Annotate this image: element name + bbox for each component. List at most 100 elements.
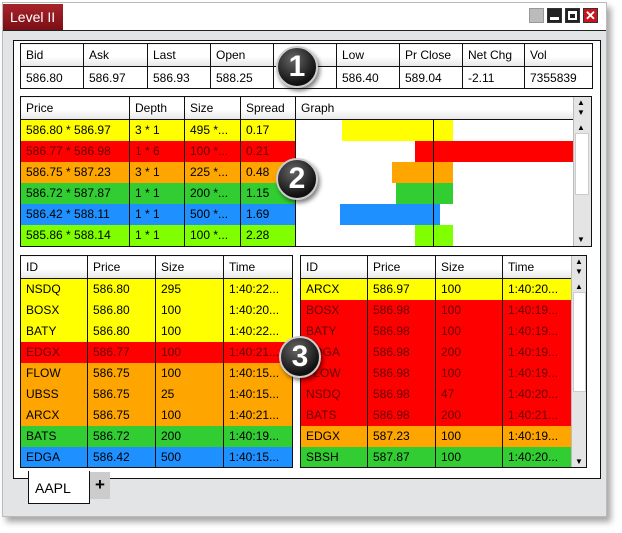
book-row[interactable]: 586.75 * 587.23 3 * 1 225 *... 0.48 — [20, 161, 574, 183]
bids-row[interactable]: BOSX 586.80 100 1:40:20... — [21, 299, 292, 321]
asks-header[interactable]: ID — [301, 256, 368, 279]
quote-value: 589.04 — [399, 66, 463, 89]
bids-row[interactable]: EDGX 586.77 100 1:40:21... — [21, 341, 292, 363]
graph-midline — [433, 224, 435, 246]
bids-id: EDGX — [21, 341, 88, 363]
book-depth: 1 * 1 — [129, 203, 185, 225]
graph-bar — [395, 182, 453, 204]
asks-row[interactable]: EDGA 586.98 200 1:40:19... — [301, 341, 573, 363]
bids-row[interactable]: EDGA 586.42 500 1:40:15... — [21, 446, 292, 467]
book-depth: 1 * 6 — [129, 140, 185, 162]
bids-row[interactable]: FLOW 586.75 100 1:40:15... — [21, 362, 292, 384]
book-size: 100 *... — [184, 224, 241, 246]
graph-midline — [433, 182, 435, 204]
asks-size: 47 — [435, 383, 503, 405]
book-row[interactable]: 586.80 * 586.97 3 * 1 495 *... 0.17 — [20, 119, 574, 141]
bids-id: ARCX — [21, 404, 88, 426]
book-size: 225 *... — [184, 161, 241, 183]
quote-header[interactable]: Pr Close — [399, 43, 463, 67]
book-size: 500 *... — [184, 203, 241, 225]
book-graph-cell — [295, 119, 574, 141]
asks-scrollbar[interactable]: ▲ ▼ ▲ ▼ — [571, 256, 586, 467]
asks-row[interactable]: BOSX 586.98 100 1:40:19... — [301, 299, 573, 321]
quote-header[interactable]: Open — [210, 43, 274, 67]
asks-row[interactable]: EDGX 587.23 100 1:40:19... — [301, 425, 573, 447]
quote-header[interactable]: Ask — [83, 43, 148, 67]
book-header[interactable]: Price — [20, 96, 130, 120]
book-graph-cell — [295, 182, 574, 204]
scroll-thumb[interactable] — [575, 133, 589, 195]
scroll-down-icon[interactable]: ▼ — [575, 267, 583, 276]
scroll-up-icon[interactable]: ▲ — [577, 123, 585, 132]
asks-row[interactable]: BATS 586.98 200 1:40:21... — [301, 404, 573, 426]
asks-row[interactable]: ARCX 586.97 100 1:40:20... — [301, 278, 573, 300]
book-header[interactable]: Spread — [240, 96, 296, 120]
scroll-up-icon[interactable]: ▲ — [577, 98, 585, 107]
asks-id: BOSX — [301, 299, 368, 321]
restore-button[interactable] — [529, 8, 544, 23]
bids-row[interactable]: UBSS 586.75 25 1:40:15... — [21, 383, 292, 405]
bids-header[interactable]: Time — [223, 256, 292, 279]
asks-time: 1:40:19... — [502, 425, 573, 447]
bids-price: 586.80 — [87, 299, 156, 321]
scroll-up-icon[interactable]: ▲ — [575, 282, 583, 291]
book-header[interactable]: Depth — [129, 96, 185, 120]
asks-row[interactable]: SBSH 587.87 100 1:40:20... — [301, 446, 573, 467]
bids-time: 1:40:15... — [223, 446, 292, 467]
asks-time: 1:40:19... — [502, 299, 573, 321]
asks-header[interactable]: Price — [367, 256, 436, 279]
asks-size: 100 — [435, 425, 503, 447]
scroll-thumb[interactable] — [573, 292, 586, 392]
graph-midline — [433, 161, 435, 183]
scroll-down-icon[interactable]: ▼ — [577, 108, 585, 117]
asks-id: SBSH — [301, 446, 368, 467]
asks-price: 586.98 — [367, 320, 436, 342]
close-button[interactable]: ✕ — [583, 8, 598, 23]
add-tab-button[interactable]: + — [90, 472, 110, 499]
scroll-up-icon[interactable]: ▲ — [575, 257, 583, 266]
book-header[interactable]: Size — [184, 96, 241, 120]
asks-row[interactable]: FLOW 586.98 100 1:40:19... — [301, 362, 573, 384]
asks-header[interactable]: Size — [435, 256, 503, 279]
bids-row[interactable]: ARCX 586.75 100 1:40:21... — [21, 404, 292, 426]
bids-time: 1:40:15... — [223, 383, 292, 405]
bids-price: 586.75 — [87, 383, 156, 405]
quote-value: 7355839 — [524, 66, 593, 89]
asks-panel: ID Price Size Time ARCX 586.97 100 1:40:20... BO… — [300, 255, 587, 468]
book-scrollbar[interactable]: ▲ ▼ ▲ ▼ — [573, 97, 591, 246]
asks-row[interactable]: NSDQ 586.98 47 1:40:20... — [301, 383, 573, 405]
bids-size: 100 — [155, 404, 224, 426]
quote-header[interactable]: Vol — [524, 43, 593, 67]
bids-header[interactable]: ID — [21, 256, 88, 279]
asks-time: 1:40:19... — [502, 320, 573, 342]
book-row[interactable]: 585.86 * 588.14 1 * 1 100 *... 2.28 — [20, 224, 574, 246]
bids-header[interactable]: Size — [155, 256, 224, 279]
maximize-button[interactable] — [565, 8, 580, 23]
bids-row[interactable]: BATY 586.80 100 1:40:22... — [21, 320, 292, 342]
graph-bar — [415, 140, 573, 162]
bids-row[interactable]: BATS 586.72 200 1:40:19... — [21, 425, 292, 447]
book-header[interactable]: Graph — [295, 96, 574, 120]
book-depth: 1 * 1 — [129, 182, 185, 204]
bids-header[interactable]: Price — [87, 256, 156, 279]
bids-row[interactable]: NSDQ 586.80 295 1:40:22... — [21, 278, 292, 300]
book-row[interactable]: 586.77 * 586.98 1 * 6 100 *... 0.21 — [20, 140, 574, 162]
book-price: 586.42 * 588.11 — [20, 203, 130, 225]
bids-table: ID Price Size Time NSDQ 586.80 295 1:40:22... BO… — [21, 256, 292, 467]
minimize-button[interactable] — [547, 8, 562, 23]
bids-size: 500 — [155, 446, 224, 467]
quote-header[interactable]: Last — [147, 43, 211, 67]
quote-header[interactable]: Low — [336, 43, 400, 67]
asks-row[interactable]: BATY 586.98 100 1:40:19... — [301, 320, 573, 342]
book-row[interactable]: 586.42 * 588.11 1 * 1 500 *... 1.69 — [20, 203, 574, 225]
quote-header[interactable]: Bid — [20, 43, 84, 67]
tab-aapl[interactable]: AAPL — [28, 471, 90, 504]
graph-midline — [433, 120, 435, 141]
scroll-down-icon[interactable]: ▼ — [575, 457, 583, 466]
bids-time: 1:40:15... — [223, 362, 292, 384]
scroll-down-icon[interactable]: ▼ — [577, 235, 585, 244]
asks-header[interactable]: Time — [502, 256, 573, 279]
quote-header[interactable]: Net Chg — [462, 43, 525, 67]
bids-size: 100 — [155, 320, 224, 342]
book-spread: 0.21 — [240, 140, 296, 162]
